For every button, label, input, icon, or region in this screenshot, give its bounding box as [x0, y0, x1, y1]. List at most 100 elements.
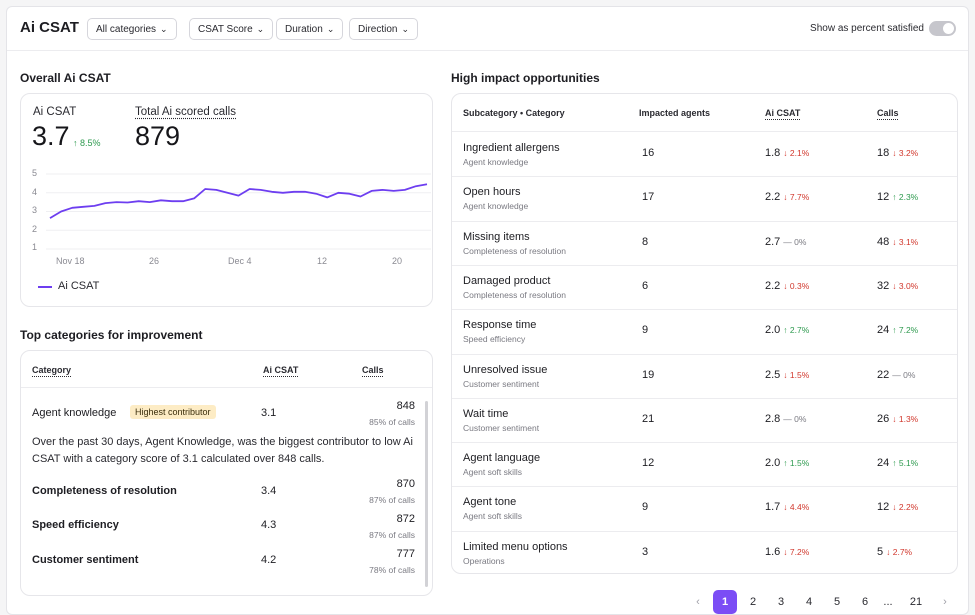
- category-name[interactable]: Customer sentiment: [32, 554, 139, 566]
- row-title[interactable]: Wait time: [463, 407, 509, 420]
- prev-page-button[interactable]: ‹: [696, 596, 700, 608]
- page-2-button[interactable]: 2: [749, 596, 757, 608]
- category-name[interactable]: Completeness of resolution: [32, 485, 177, 497]
- row-impacted-agents: 9: [642, 501, 649, 514]
- ai-csat-value: 2.8: [765, 412, 781, 425]
- ai-csat-value: 1.8: [765, 147, 781, 159]
- filter-label: CSAT Score: [198, 24, 253, 35]
- ai-csat-delta: ↓ 7.7%: [783, 192, 810, 203]
- column-header-calls[interactable]: Calls: [362, 365, 384, 375]
- row-title[interactable]: Response time: [463, 319, 537, 332]
- divider: [452, 309, 957, 311]
- column-header-impacted-agents[interactable]: Impacted agents: [639, 108, 711, 118]
- page-5-button[interactable]: 5: [833, 596, 841, 608]
- row-title[interactable]: Ingredient allergens: [463, 142, 560, 154]
- category-calls: 777: [396, 548, 415, 560]
- divider: [452, 397, 957, 399]
- row-subcategory: Agent knowledge: [463, 201, 529, 212]
- row-subcategory: Customer sentiment: [463, 422, 540, 433]
- x-tick: Dec 4: [228, 256, 252, 266]
- column-header-subcategory[interactable]: Subcategory • Category: [463, 108, 565, 118]
- calls-delta: ↓ 3.0%: [892, 280, 919, 291]
- row-subcategory: Speed efficiency: [463, 334, 526, 345]
- ai-csat-delta: ↓ 7.2%: [783, 546, 810, 557]
- row-ai-csat: 1.7 ↓ 4.4%: [765, 501, 809, 513]
- ai-csat-value: 2.2: [765, 191, 781, 204]
- category-calls: 848: [396, 400, 415, 412]
- column-header-calls[interactable]: Calls: [877, 108, 899, 118]
- calls-delta: — 0%: [892, 369, 916, 380]
- page-4-button[interactable]: 4: [805, 596, 813, 608]
- calls-value: 32: [877, 279, 890, 292]
- next-page-button[interactable]: ›: [943, 596, 947, 608]
- percent-toggle-label: Show as percent satisfied: [810, 23, 924, 34]
- calls-kpi-label[interactable]: Total Ai scored calls: [135, 106, 236, 118]
- calls-delta: ↑ 2.3%: [892, 192, 919, 203]
- x-tick: 26: [149, 256, 160, 266]
- row-title[interactable]: Agent tone: [463, 496, 517, 509]
- page-21-button[interactable]: 21: [909, 596, 923, 608]
- filter-csat-score[interactable]: CSAT Score ⌄: [189, 18, 274, 40]
- row-calls: 24 ↑ 7.2%: [877, 324, 918, 336]
- calls-value: 48: [877, 235, 890, 248]
- category-name[interactable]: Agent knowledge: [32, 407, 117, 419]
- row-subcategory: Completeness of resolution: [463, 289, 567, 300]
- x-tick: 12: [317, 256, 328, 266]
- percent-satisfied-toggle[interactable]: [929, 21, 956, 36]
- row-title[interactable]: Agent language: [463, 452, 541, 465]
- calls-value: 26: [877, 412, 890, 425]
- category-calls-pct: 87% of calls: [369, 530, 415, 540]
- row-impacted-agents: 12: [642, 457, 655, 470]
- filter-label: All categories: [96, 24, 157, 35]
- row-title[interactable]: Damaged product: [463, 274, 551, 287]
- category-score: 4.2: [261, 554, 277, 566]
- chevron-down-icon: ⌄: [326, 24, 335, 34]
- page-6-button[interactable]: 6: [861, 596, 869, 608]
- row-impacted-agents: 16: [642, 147, 655, 159]
- y-tick: 4: [32, 187, 38, 197]
- column-header-ai-csat[interactable]: Ai CSAT: [263, 365, 299, 375]
- page-3-button[interactable]: 3: [777, 596, 785, 608]
- category-name[interactable]: Speed efficiency: [32, 519, 119, 531]
- filter-label: Duration: [285, 24, 323, 35]
- column-header-ai-csat[interactable]: Ai CSAT: [765, 108, 801, 118]
- divider: [21, 387, 432, 388]
- calls-value: 18: [877, 147, 890, 159]
- row-title[interactable]: Unresolved issue: [463, 363, 548, 376]
- legend-swatch: [38, 286, 52, 288]
- filter-duration[interactable]: Duration ⌄: [276, 18, 344, 40]
- row-calls: 22— 0%: [877, 369, 915, 381]
- ai-csat-value: 2.7: [765, 235, 781, 248]
- page-1-button[interactable]: 1: [713, 590, 737, 614]
- y-tick: 2: [32, 224, 38, 234]
- row-calls: 26 ↓ 1.3%: [877, 413, 918, 425]
- row-title[interactable]: Missing items: [463, 230, 530, 243]
- row-impacted-agents: 3: [642, 545, 649, 558]
- row-impacted-agents: 9: [642, 324, 649, 337]
- row-title[interactable]: Limited menu options: [463, 540, 568, 553]
- ai-csat-delta: ↑ 2.7%: [783, 325, 810, 336]
- scrollbar[interactable]: [425, 401, 428, 587]
- calls-delta: ↓ 3.1%: [892, 236, 919, 247]
- row-calls: 5 ↓ 2.7%: [877, 546, 912, 558]
- ai-csat-delta: ↓ 0.3%: [783, 280, 810, 291]
- toggle-knob: [943, 23, 954, 34]
- ai-csat-delta: ↑ 1.5%: [783, 458, 810, 469]
- chevron-down-icon: ⌄: [160, 24, 168, 34]
- highest-contributor-badge: Highest contributor: [130, 405, 216, 419]
- opportunities-section-title: High impact opportunities: [451, 71, 600, 85]
- category-calls-pct: 78% of calls: [369, 565, 415, 575]
- column-header-category[interactable]: Category: [32, 365, 72, 375]
- divider: [452, 264, 957, 266]
- improvement-section-title: Top categories for improvement: [20, 328, 203, 342]
- y-tick: 5: [32, 168, 38, 178]
- ai-csat-value: 1.7: [765, 501, 781, 514]
- row-impacted-agents: 8: [642, 235, 649, 248]
- filter-direction[interactable]: Direction ⌄: [349, 18, 419, 40]
- row-title[interactable]: Open hours: [463, 186, 521, 199]
- category-score: 3.4: [261, 485, 277, 497]
- filter-all-categories[interactable]: All categories ⌄: [87, 18, 177, 40]
- calls-delta: ↓ 3.2%: [892, 148, 919, 158]
- row-ai-csat: 2.2 ↓ 7.7%: [765, 191, 809, 203]
- row-calls: 18 ↓ 3.2%: [877, 147, 918, 159]
